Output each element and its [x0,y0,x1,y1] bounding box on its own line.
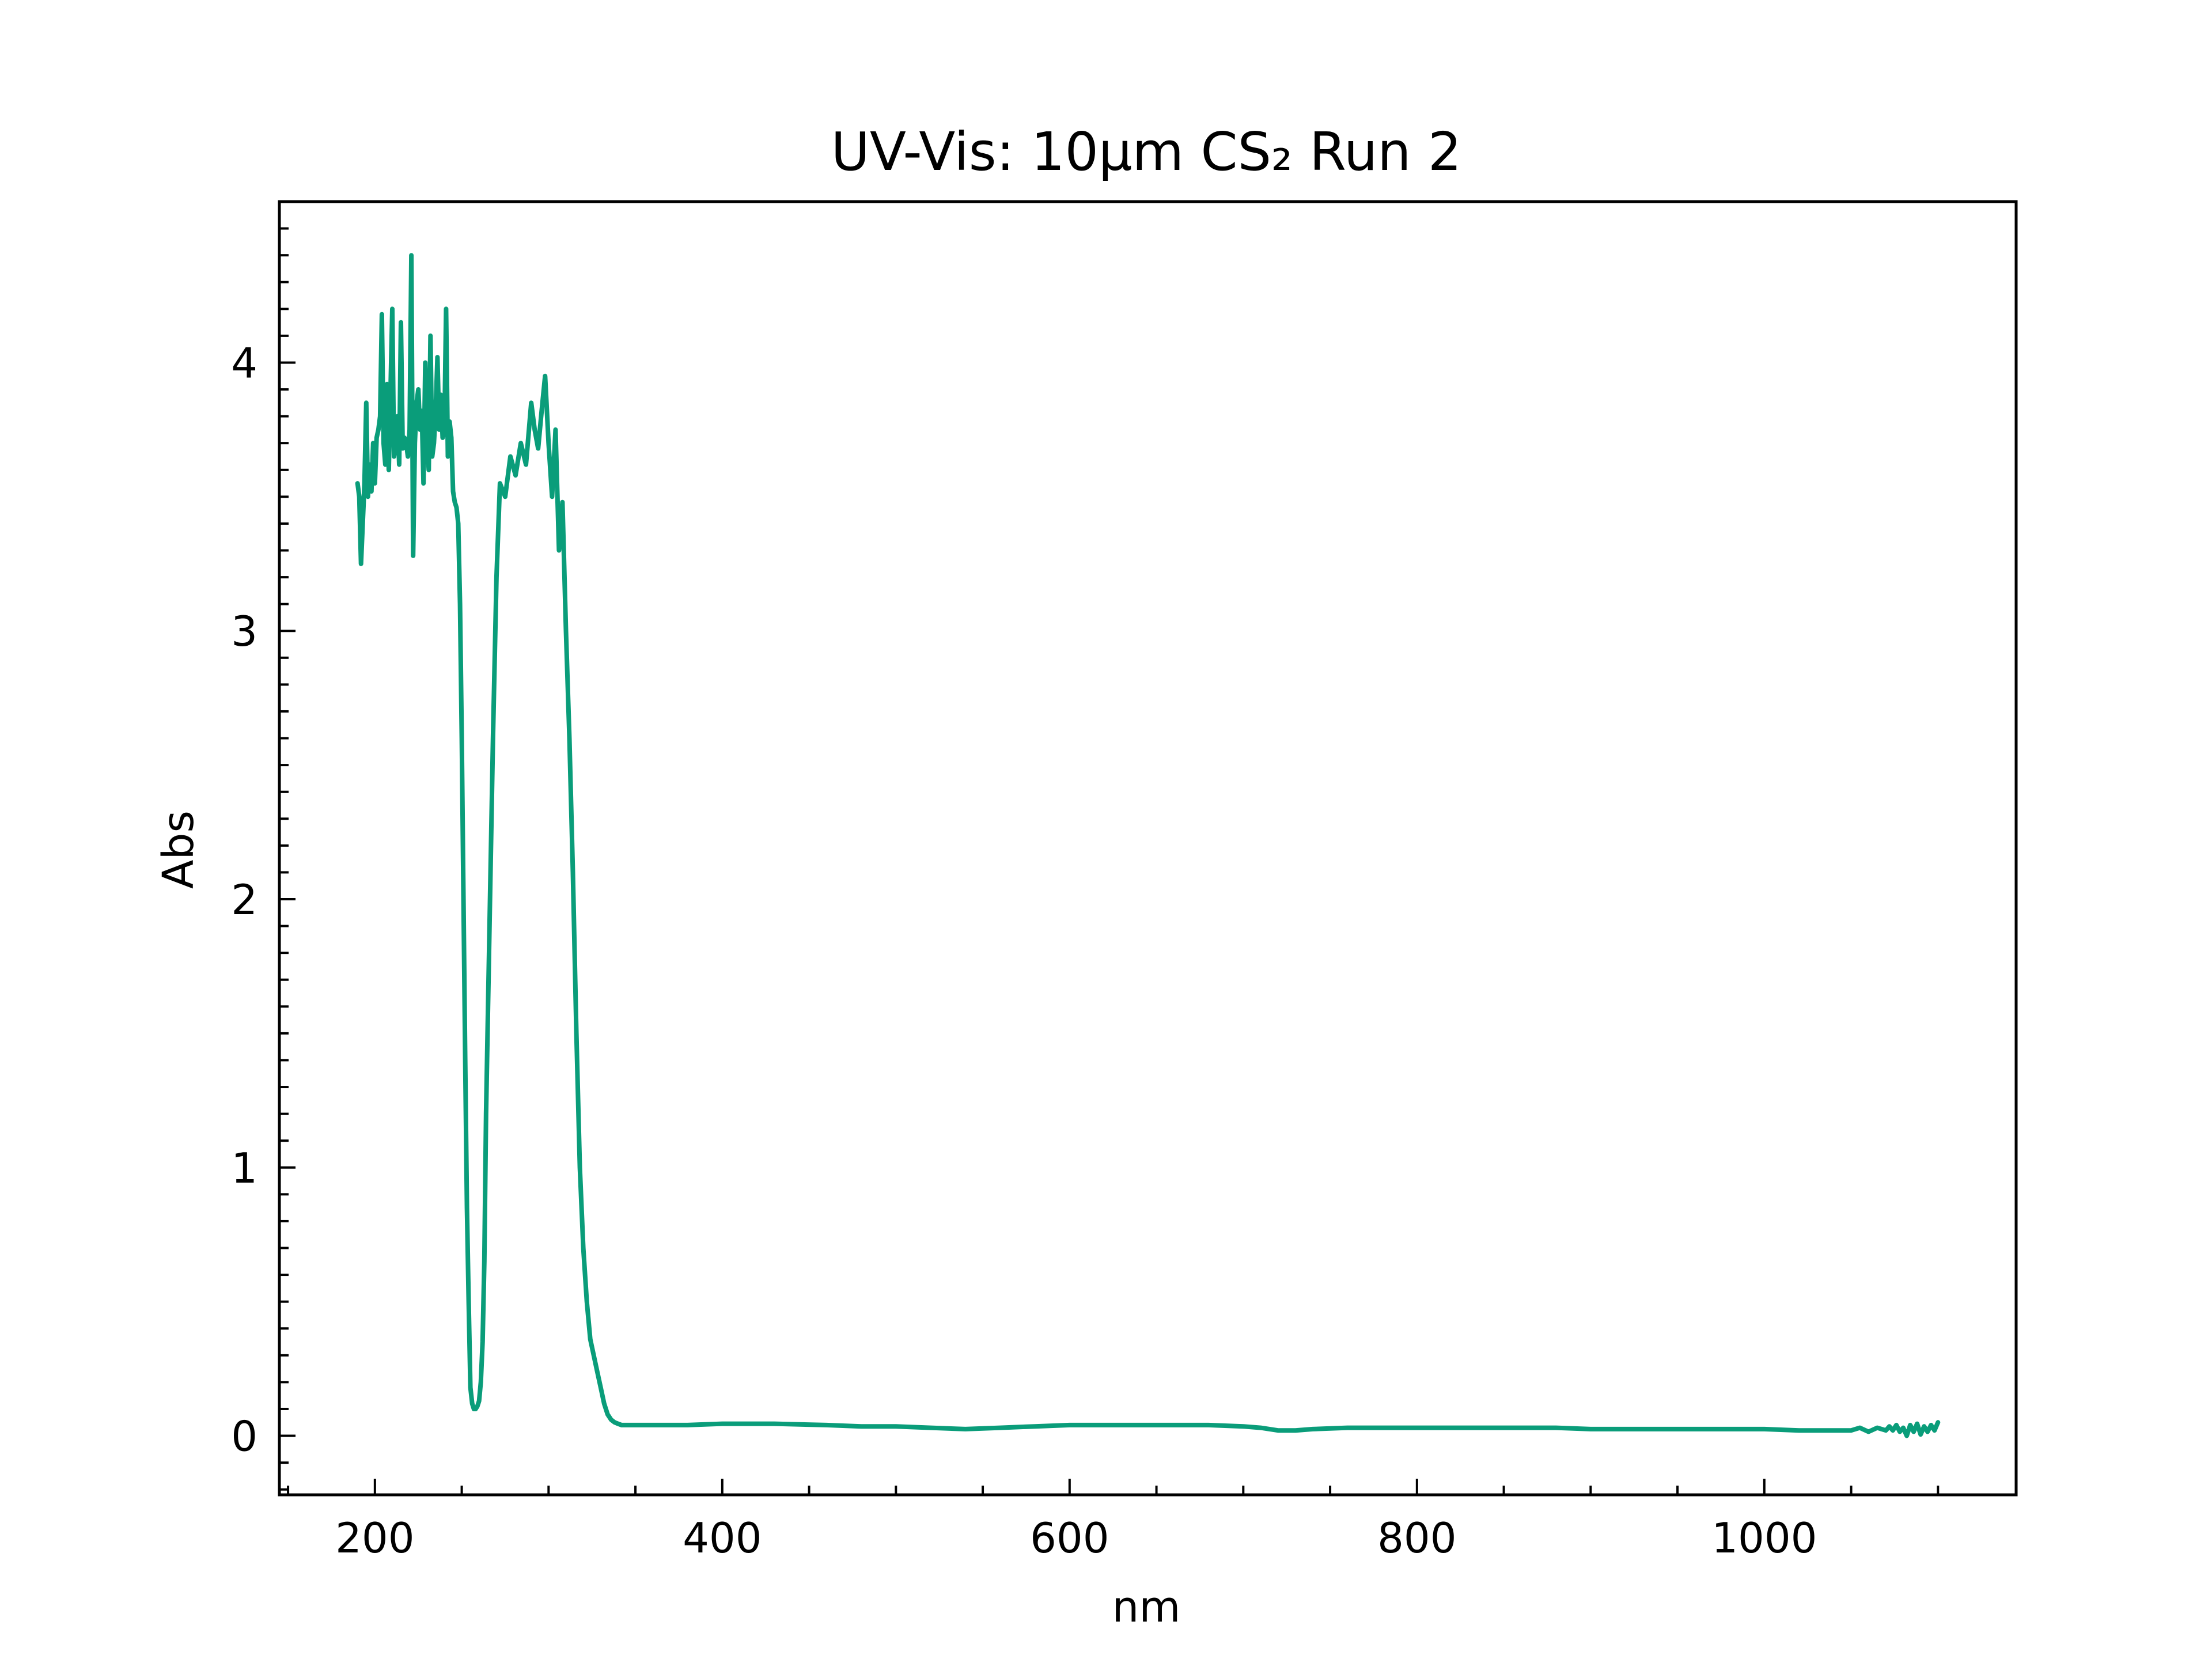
axis-ticks: 200 400 600 800 1000 0 1 2 3 4 [231,227,1940,1562]
chart-title: UV-Vis: 10µm CS₂ Run 2 [831,121,1462,183]
y-tick-label: 4 [231,339,257,387]
x-tick-label: 400 [683,1514,762,1562]
plot-frame [278,200,2018,1497]
x-tick-label: 200 [335,1514,414,1562]
y-tick-label: 2 [231,876,257,924]
x-tick-label: 600 [1030,1514,1109,1562]
y-axis-label: Abs [154,810,203,889]
x-axis-label: nm [1112,1582,1181,1632]
y-tick-label: 0 [231,1412,257,1461]
x-tick-label: 800 [1377,1514,1456,1562]
y-tick-label: 1 [231,1144,257,1192]
absorbance-series-line [355,253,1941,1438]
x-tick-label: 1000 [1711,1514,1817,1562]
y-tick-label: 3 [231,607,257,656]
